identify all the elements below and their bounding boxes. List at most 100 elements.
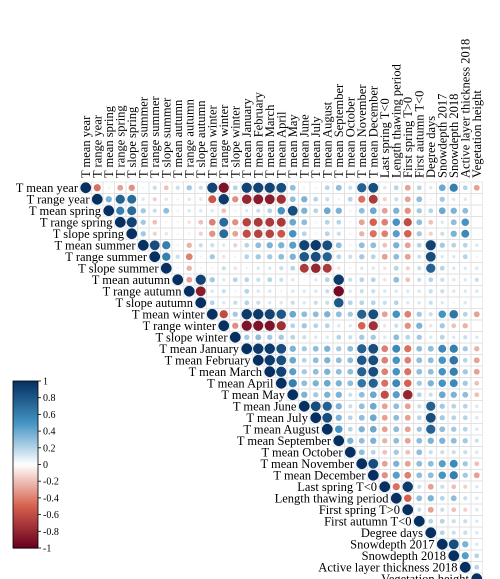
correlation-circle: [381, 230, 389, 238]
correlation-circle: [416, 426, 422, 432]
correlation-circle: [347, 196, 353, 202]
correlation-circle: [450, 495, 457, 502]
correlation-circle: [368, 182, 379, 193]
correlation-circle: [347, 415, 353, 421]
correlation-circle: [313, 208, 319, 214]
correlation-circle: [335, 357, 342, 364]
legend-color-band: [13, 449, 38, 453]
legend-tick-label: 0.4: [43, 427, 56, 438]
correlation-circle: [222, 278, 226, 282]
column-label: T mean winter: [205, 105, 219, 178]
correlation-circle: [440, 507, 445, 512]
row-label: T mean December: [273, 468, 366, 482]
correlation-circle: [324, 345, 331, 352]
correlation-circle: [427, 483, 434, 490]
grid-cell: [470, 193, 483, 206]
column-label: T mean November: [355, 84, 369, 178]
correlation-circle: [417, 277, 422, 282]
legend-color-band: [13, 487, 38, 491]
correlation-circle: [301, 219, 308, 226]
legend-color-band: [13, 525, 38, 528]
column-label: Snowdepth 2017: [435, 94, 449, 178]
legend-color-band: [13, 397, 38, 401]
correlation-circle: [289, 253, 296, 260]
correlation-circle: [198, 219, 204, 225]
correlation-circle: [359, 231, 365, 237]
legend-color-band: [13, 414, 38, 418]
correlation-circle: [440, 289, 445, 294]
legend-color-band: [13, 533, 38, 537]
correlation-circle: [475, 289, 479, 293]
correlation-circle: [392, 367, 401, 376]
correlation-circle: [474, 438, 479, 443]
legend-color-band: [13, 456, 38, 459]
correlation-circle: [381, 311, 388, 318]
correlation-circle: [452, 197, 456, 201]
correlation-circle: [277, 206, 286, 215]
correlation-circle: [347, 437, 354, 444]
correlation-circle: [335, 207, 342, 214]
correlation-circle: [428, 231, 433, 236]
correlation-circle: [475, 519, 479, 523]
correlation-circle: [335, 242, 342, 249]
grid-cell: [470, 319, 483, 332]
correlation-circle: [310, 412, 322, 424]
correlation-circle: [199, 197, 203, 201]
column-label: T mean May: [286, 114, 300, 178]
correlation-circle: [252, 354, 264, 366]
correlation-circle: [264, 320, 275, 331]
correlation-circle: [312, 357, 319, 364]
correlation-circle: [310, 263, 321, 274]
correlation-circle: [278, 334, 284, 340]
correlation-circle: [187, 197, 191, 201]
correlation-circle: [440, 277, 445, 282]
correlation-circle: [301, 196, 308, 203]
correlation-circle: [439, 334, 445, 340]
correlation-circle: [382, 438, 388, 444]
correlation-circle: [360, 266, 364, 270]
legend-color-band: [13, 477, 38, 480]
grid-cell: [470, 227, 483, 240]
correlation-circle: [358, 403, 365, 410]
legend-color-band: [13, 443, 38, 447]
correlation-circle: [450, 391, 457, 398]
correlation-circle: [462, 426, 468, 432]
correlation-circle: [451, 507, 457, 513]
correlation-circle: [348, 254, 353, 259]
correlation-circle: [404, 437, 411, 444]
correlation-circle: [234, 255, 237, 258]
correlation-circle: [264, 309, 275, 320]
correlation-circle: [367, 469, 379, 481]
correlation-circle: [403, 218, 412, 227]
correlation-circle: [276, 217, 286, 227]
legend-color-band: [13, 539, 38, 543]
correlation-circle: [256, 289, 260, 293]
correlation-circle: [449, 344, 458, 353]
correlation-circle: [449, 355, 459, 365]
correlation-circle: [347, 345, 354, 352]
correlation-circle: [152, 231, 157, 236]
correlation-circle: [359, 254, 365, 260]
correlation-circle: [333, 274, 344, 285]
correlation-circle: [474, 461, 480, 467]
correlation-circle: [403, 379, 412, 388]
correlation-circle: [324, 311, 331, 318]
column-label: T range autumn: [182, 98, 196, 178]
legend-color-band: [13, 537, 38, 541]
column-label: Degree days: [424, 116, 438, 178]
correlation-circle: [439, 426, 446, 433]
legend-color-band: [13, 481, 38, 484]
correlation-circle: [439, 265, 445, 271]
correlation-circle: [290, 334, 296, 340]
correlation-circle: [369, 230, 377, 238]
correlation-circle: [475, 508, 479, 512]
correlation-circle: [416, 345, 423, 352]
row-label: First autumn T<0: [324, 514, 411, 528]
legend-color-band: [13, 464, 38, 468]
correlation-circle: [450, 230, 457, 237]
correlation-circle: [186, 185, 192, 191]
row-label: T mean summer: [55, 238, 137, 252]
correlation-circle: [208, 195, 217, 204]
correlation-circle: [244, 254, 250, 260]
